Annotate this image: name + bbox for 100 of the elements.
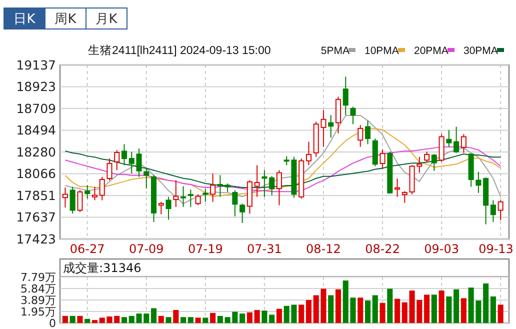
candlestick [173, 180, 179, 208]
candlestick [372, 138, 378, 167]
candlestick [380, 148, 386, 170]
bar [195, 318, 201, 323]
bar [62, 316, 68, 323]
chart-title: 生猪2411[lh2411] 2024-09-13 15:00 [88, 44, 271, 57]
candlestick [195, 194, 201, 206]
y-tick-label: 18923 [16, 79, 56, 94]
bar [121, 317, 128, 323]
bar [498, 304, 504, 323]
y-tick-label: 19137 [16, 57, 56, 72]
bar [460, 298, 466, 323]
bar [328, 295, 334, 323]
candlestick [254, 164, 260, 198]
bar [210, 312, 216, 323]
y-tick-label: 1.95万 [20, 305, 56, 318]
y-tick-label: 18709 [16, 100, 56, 116]
candlestick [328, 114, 334, 138]
x-tick-label: 08-12 [306, 242, 341, 256]
bar [358, 298, 364, 323]
y-tick-label: 18280 [16, 144, 56, 160]
candlestick [306, 141, 312, 166]
bar [240, 314, 246, 323]
x-tick-label: 07-09 [128, 242, 164, 256]
bar [387, 288, 393, 323]
bar [483, 283, 489, 323]
candlestick [77, 190, 83, 212]
x-tick-label: 09-13 [478, 242, 514, 256]
candlestick [342, 76, 348, 116]
bar [77, 316, 83, 323]
bar [262, 310, 268, 323]
x-tick-label: 07-19 [188, 242, 223, 256]
y-tick-label: 17423 [16, 231, 56, 246]
bar [446, 296, 452, 323]
x-tick-label: 08-22 [365, 242, 400, 256]
bar [158, 316, 164, 323]
x-tick-label: 06-27 [70, 242, 105, 256]
candlestick [394, 178, 400, 198]
bar [269, 314, 275, 323]
candlestick [431, 154, 437, 172]
bar [306, 300, 312, 323]
legend-label: 5PMA [320, 45, 350, 57]
bar [188, 317, 194, 323]
bar [372, 295, 378, 323]
candlestick [121, 144, 128, 166]
tab-button: 日K [4, 8, 46, 30]
candlestick [335, 96, 342, 134]
bar [150, 308, 157, 323]
y-tick-label: 0 [49, 316, 56, 329]
candlestick [70, 186, 76, 214]
candlestick [269, 176, 275, 196]
bar [438, 290, 444, 323]
candlestick [84, 184, 90, 200]
y-tick-label: 18494 [16, 122, 56, 138]
bar [202, 318, 208, 323]
candlestick [92, 186, 98, 201]
bar [402, 302, 408, 323]
candlestick [424, 151, 430, 162]
candlestick [438, 134, 444, 162]
tab-button: 周K [44, 8, 86, 30]
candlestick [106, 158, 112, 181]
candlestick [240, 203, 246, 224]
tab-button: 月K [86, 8, 128, 30]
legend-label: 10PMA [364, 45, 399, 57]
candlestick [402, 190, 408, 204]
candlestick [99, 176, 105, 201]
candlestick [158, 201, 164, 215]
candlestick [232, 190, 238, 217]
bar [92, 320, 98, 323]
bar [84, 318, 90, 323]
bar [254, 310, 260, 323]
legend-label: 30PMA [464, 45, 498, 57]
bar [431, 294, 437, 323]
x-tick-label: 07-31 [247, 242, 282, 256]
x-tick-label: 09-03 [424, 242, 459, 256]
candlestick [180, 186, 186, 208]
bar [394, 298, 400, 323]
candlestick [62, 187, 68, 208]
bar [166, 317, 172, 323]
candlestick [114, 150, 120, 171]
y-tick-label: 5.84万 [20, 282, 56, 296]
candlestick [446, 130, 452, 148]
bar [335, 289, 342, 323]
bar [246, 312, 252, 323]
chart-title: 成交量:31346 [63, 261, 142, 275]
candlestick [460, 134, 466, 154]
y-tick-label: 3.89万 [20, 294, 56, 307]
candlestick [210, 173, 216, 202]
y-tick-label: 17637 [16, 210, 56, 225]
bar [70, 316, 76, 323]
candlestick [166, 196, 172, 220]
candlestick [276, 170, 282, 206]
bar [454, 289, 460, 323]
bar [424, 294, 430, 323]
y-tick-label: 7.79万 [20, 270, 56, 284]
bar [180, 317, 186, 323]
bar [217, 316, 223, 323]
bar [490, 296, 496, 323]
bar [173, 310, 179, 323]
candlestick [350, 106, 356, 125]
